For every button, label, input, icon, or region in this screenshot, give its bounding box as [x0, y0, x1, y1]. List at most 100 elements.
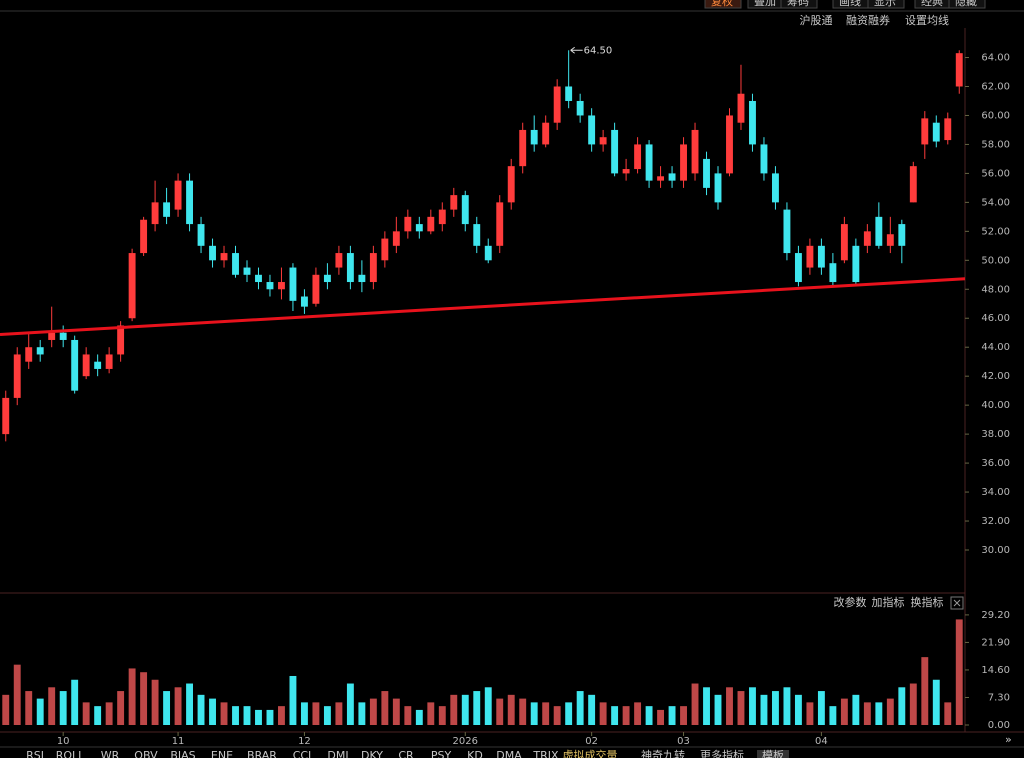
indicator-tab[interactable]: OBV: [134, 749, 158, 758]
x-tick-label: 11: [172, 736, 185, 747]
indicator-action[interactable]: 改参数: [834, 595, 867, 609]
candle-body: [438, 209, 446, 225]
indicator-tab[interactable]: 虚拟成交量: [563, 748, 618, 758]
toolbar-button[interactable]: [948, 0, 986, 9]
scroll-arrows[interactable]: »: [1005, 733, 1012, 746]
volume-bar: [278, 706, 285, 725]
volume-bar: [36, 698, 44, 725]
volume-bar: [898, 687, 906, 725]
candle-body: [312, 274, 320, 304]
indicator-tab[interactable]: DMA: [496, 749, 522, 758]
indicator-tab[interactable]: CCI: [293, 749, 312, 758]
candle-body: [726, 115, 733, 174]
volume-bar: [817, 691, 825, 725]
indicator-action[interactable]: 换指标: [911, 595, 944, 609]
indicator-tab[interactable]: WR: [101, 749, 120, 758]
volume-bar: [680, 706, 687, 725]
volume-bar: [726, 687, 733, 725]
volume-bar: [955, 619, 963, 725]
volume-bar: [105, 702, 113, 725]
indicator-tab[interactable]: DMI: [327, 749, 348, 758]
y-tick-label: 42.00: [981, 371, 1010, 382]
candle-body: [519, 129, 527, 167]
candle-body: [25, 347, 33, 362]
indicator-tab[interactable]: CR: [398, 749, 414, 758]
candle-body: [829, 263, 837, 283]
toolbar-label: 筹码: [787, 0, 809, 8]
volume-bar: [703, 687, 710, 725]
volume-bar: [415, 709, 423, 725]
indicator-action[interactable]: 加指标: [872, 595, 905, 609]
y-tick-label: 36.00: [981, 458, 1010, 469]
candle-body: [622, 169, 630, 174]
candle-body: [404, 216, 412, 232]
indicator-tab[interactable]: BRAR: [247, 749, 277, 758]
indicator-tab[interactable]: RSI: [26, 749, 44, 758]
toolbar-button[interactable]: [704, 0, 742, 9]
candle-body: [542, 122, 550, 145]
y-tick-label: 60.00: [981, 110, 1010, 121]
candle-body: [369, 253, 377, 283]
volume-bar: [749, 687, 756, 725]
volume-bar: [82, 702, 90, 725]
volume-bar: [473, 691, 481, 725]
candle-body: [886, 234, 894, 246]
candle-body: [36, 347, 44, 355]
volume-bar: [806, 702, 814, 725]
subbar-item[interactable]: 沪股通: [800, 13, 833, 27]
volume-bar: [48, 687, 56, 725]
indicator-tab[interactable]: TRIX: [532, 749, 559, 758]
close-pane[interactable]: [950, 596, 964, 610]
candle-body: [105, 354, 113, 369]
candle-body: [944, 118, 952, 141]
candle-body: [530, 129, 538, 145]
volume-bar: [197, 694, 205, 725]
indicator-tab[interactable]: KD: [467, 749, 483, 758]
volume-bar: [588, 694, 596, 725]
volume-bar: [71, 679, 79, 725]
candle-body: [243, 267, 251, 275]
volume-bar: [691, 683, 699, 725]
indicator-tab[interactable]: 更多指标: [700, 748, 744, 758]
candle-body: [323, 274, 331, 283]
candle-body: [128, 253, 136, 319]
indicator-tab[interactable]: PSY: [431, 749, 452, 758]
subbar-item[interactable]: 设置均线: [905, 13, 949, 27]
candle-body: [381, 238, 389, 261]
candle-body: [392, 231, 400, 246]
candle-body: [220, 253, 228, 261]
candle-body: [427, 216, 435, 232]
volume-bar: [369, 698, 377, 725]
indicator-tab[interactable]: ENE: [211, 749, 233, 758]
volume-bar: [209, 698, 216, 725]
volume-bar: [151, 679, 159, 725]
y-tick-label: 44.00: [981, 342, 1010, 353]
toolbar-button[interactable]: [780, 0, 818, 9]
subbar-item[interactable]: 融资融券: [846, 13, 890, 27]
indicator-tab[interactable]: BIAS: [170, 749, 195, 758]
volume-bar: [760, 694, 768, 725]
candle-body: [806, 245, 814, 268]
candle-body: [450, 195, 458, 210]
candle-body: [634, 144, 642, 170]
volume-bar: [232, 706, 239, 725]
toolbar-label: 复权: [711, 0, 733, 8]
volume-bar: [553, 706, 561, 725]
indicator-tab[interactable]: ROLL: [56, 749, 85, 758]
indicator-tab[interactable]: 模板: [762, 748, 784, 758]
volume-bar: [794, 694, 802, 725]
toolbar-button[interactable]: [867, 0, 905, 9]
volume-bar: [346, 683, 354, 725]
y-tick-label: 46.00: [981, 313, 1010, 324]
x-tick-label: 12: [298, 736, 311, 747]
indicator-tab[interactable]: DKY: [361, 749, 383, 758]
x-tick-label: 04: [815, 736, 828, 747]
tab-active: [757, 750, 789, 758]
volume-bar: [438, 706, 446, 725]
volume-bar: [186, 683, 193, 725]
volume-bar: [909, 683, 917, 725]
indicator-tab[interactable]: 神奇九转: [641, 748, 685, 758]
volume-bar: [829, 706, 837, 725]
